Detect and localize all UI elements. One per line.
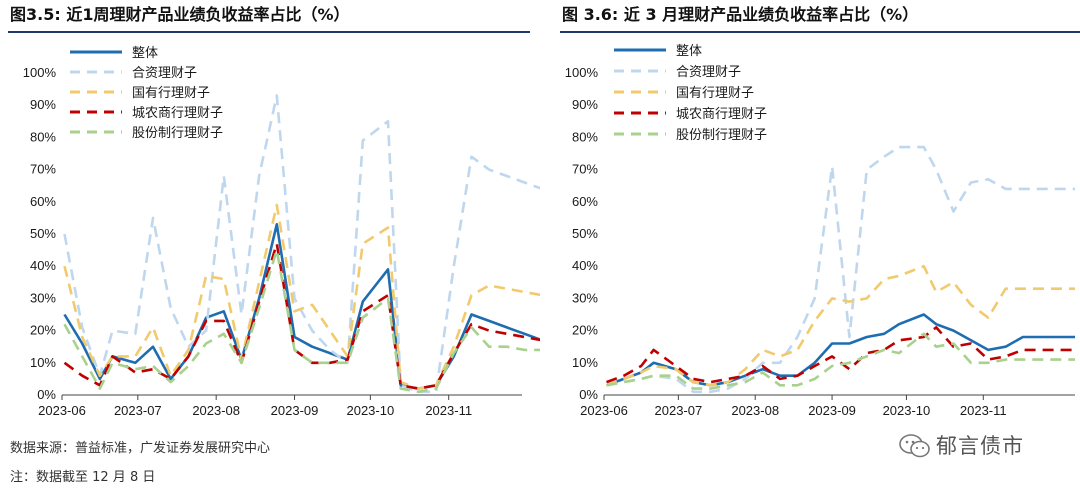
y-tick-label: 20% xyxy=(30,323,56,338)
chart-title-right: 图 3.6: 近 3 月理财产品业绩负收益率占比（%） xyxy=(562,5,919,24)
legend-label: 国有行理财子 xyxy=(676,86,754,101)
x-tick-label: 2023-11 xyxy=(425,403,472,418)
y-tick-label: 0% xyxy=(579,387,598,402)
y-tick-label: 40% xyxy=(30,258,56,273)
chart-title-left: 图3.5: 近1周理财产品业绩负收益率占比（%） xyxy=(10,5,350,24)
legend-label: 整体 xyxy=(132,46,158,61)
y-tick-label: 100% xyxy=(23,65,57,80)
x-tick-label: 2023-09 xyxy=(271,403,319,418)
x-tick-label: 2023-10 xyxy=(883,403,931,418)
y-tick-label: 0% xyxy=(37,387,56,402)
chart-right: 0% 10% 20% 30% 40% 50% 60% 70% 80% 90% 100% 2023-06… xyxy=(565,44,1075,418)
title-rule-right xyxy=(560,31,1080,33)
y-tick-label: 30% xyxy=(30,290,56,305)
x-tick-label: 2023-07 xyxy=(655,403,703,418)
x-tick-label: 2023-06 xyxy=(38,403,86,418)
y-tick-label: 60% xyxy=(30,194,56,209)
y-tick-label: 80% xyxy=(30,129,56,144)
series-line xyxy=(63,242,540,390)
legend-label: 城农商行理财子 xyxy=(132,106,223,121)
y-tick-label: 50% xyxy=(572,226,598,241)
watermark: 郁言债市 xyxy=(898,431,1068,461)
legend-label: 股份制行理财子 xyxy=(132,126,223,141)
y-tick-label: 20% xyxy=(572,323,598,338)
series-line xyxy=(63,203,540,390)
title-rule-left xyxy=(8,31,530,33)
x-tick-label: 2023-08 xyxy=(192,403,240,418)
source-note: 数据来源：普益标准，广发证券发展研究中心 xyxy=(10,441,271,456)
y-tick-label: 40% xyxy=(572,258,598,273)
y-tick-label: 70% xyxy=(30,162,56,177)
legend-label: 股份制行理财子 xyxy=(676,128,767,143)
series-line xyxy=(606,332,1075,390)
y-tick-label: 60% xyxy=(572,194,598,209)
series-line xyxy=(606,264,1075,387)
y-tick-label: 30% xyxy=(572,290,598,305)
series-line xyxy=(606,313,1075,387)
legend-label: 城农商行理财子 xyxy=(676,107,767,122)
y-tick-label: 80% xyxy=(572,129,598,144)
legend-label: 整体 xyxy=(676,44,702,59)
watermark-text: 郁言债市 xyxy=(936,434,1024,458)
legend-label: 合资理财子 xyxy=(676,65,741,80)
chart-left: 0% 10% 20% 30% 40% 50% 60% 70% 80% 90% 100% 2023-06… xyxy=(23,46,540,418)
legend-label: 国有行理财子 xyxy=(132,86,210,101)
series-line xyxy=(606,145,1075,394)
x-tick-label: 2023-07 xyxy=(114,403,162,418)
x-tick-label: 2023-08 xyxy=(731,403,779,418)
y-tick-label: 100% xyxy=(565,65,599,80)
series-line xyxy=(63,223,540,390)
y-tick-label: 70% xyxy=(572,162,598,177)
y-tick-label: 10% xyxy=(30,355,56,370)
x-tick-label: 2023-06 xyxy=(580,403,628,418)
y-tick-label: 10% xyxy=(572,355,598,370)
series-line xyxy=(63,248,540,394)
data-cutoff-note: 注：数据截至 12 月 8 日 xyxy=(10,470,156,485)
x-tick-label: 2023-09 xyxy=(808,403,856,418)
series-line xyxy=(63,94,540,394)
legend-label: 合资理财子 xyxy=(132,66,197,81)
wechat-icon xyxy=(899,434,930,458)
series-line xyxy=(606,326,1075,384)
x-tick-label: 2023-11 xyxy=(960,403,1007,418)
y-tick-label: 90% xyxy=(572,97,598,112)
x-tick-label: 2023-10 xyxy=(346,403,394,418)
y-tick-label: 90% xyxy=(30,97,56,112)
y-tick-label: 50% xyxy=(30,226,56,241)
